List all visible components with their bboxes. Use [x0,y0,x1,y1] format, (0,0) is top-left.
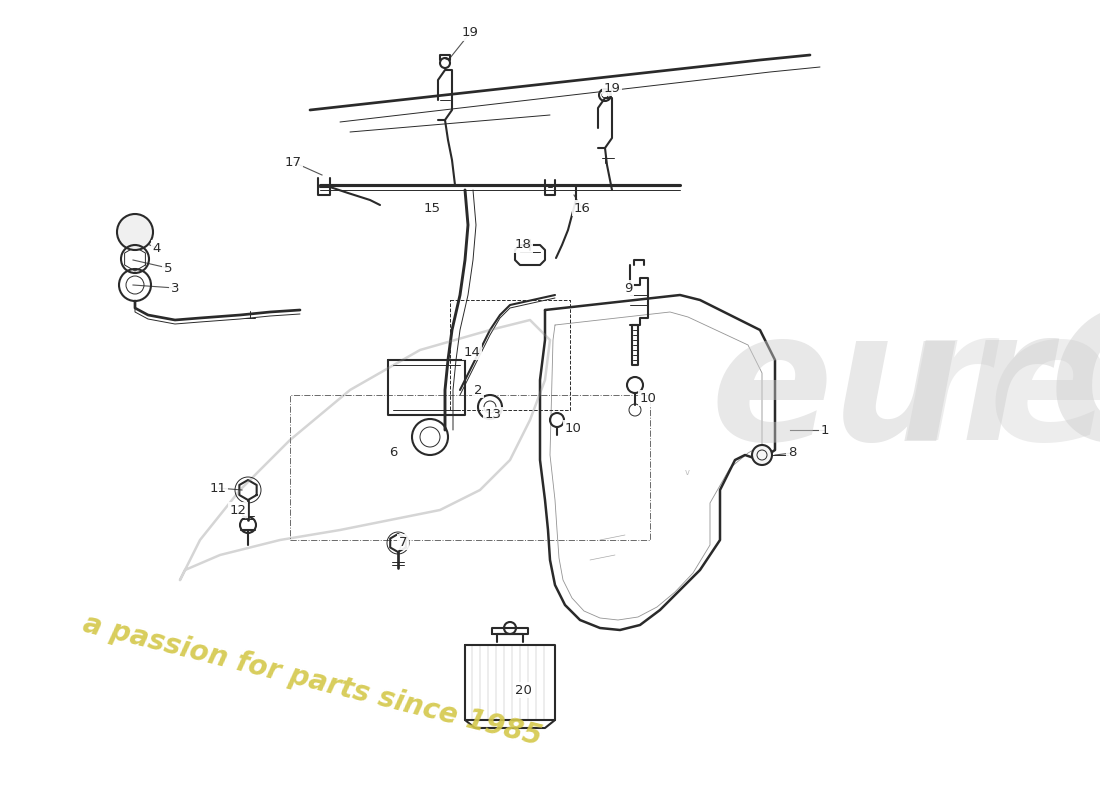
Text: 13: 13 [484,409,502,422]
Text: 6: 6 [388,446,397,459]
Text: 5: 5 [164,262,173,274]
Text: 14: 14 [463,346,481,358]
Text: 19: 19 [462,26,478,39]
Circle shape [117,214,153,250]
Text: 12: 12 [230,503,246,517]
Text: 11: 11 [209,482,227,494]
Text: 20: 20 [515,683,531,697]
Text: v: v [685,468,690,477]
Text: eurO: eurO [710,302,1100,478]
Text: 17: 17 [285,155,301,169]
Circle shape [752,445,772,465]
Text: 7: 7 [398,535,407,549]
Text: 9: 9 [624,282,632,294]
Text: 10: 10 [639,391,657,405]
Text: 10: 10 [564,422,582,434]
Text: res: res [900,302,1100,478]
Text: 19: 19 [604,82,620,94]
Text: 2: 2 [474,383,482,397]
Text: 8: 8 [788,446,796,459]
Text: 1: 1 [821,423,829,437]
Text: 4: 4 [153,242,162,254]
Text: 16: 16 [573,202,591,214]
Text: 18: 18 [515,238,531,251]
Text: 3: 3 [170,282,179,294]
Text: a passion for parts since 1985: a passion for parts since 1985 [80,610,544,750]
Text: 15: 15 [424,202,440,214]
